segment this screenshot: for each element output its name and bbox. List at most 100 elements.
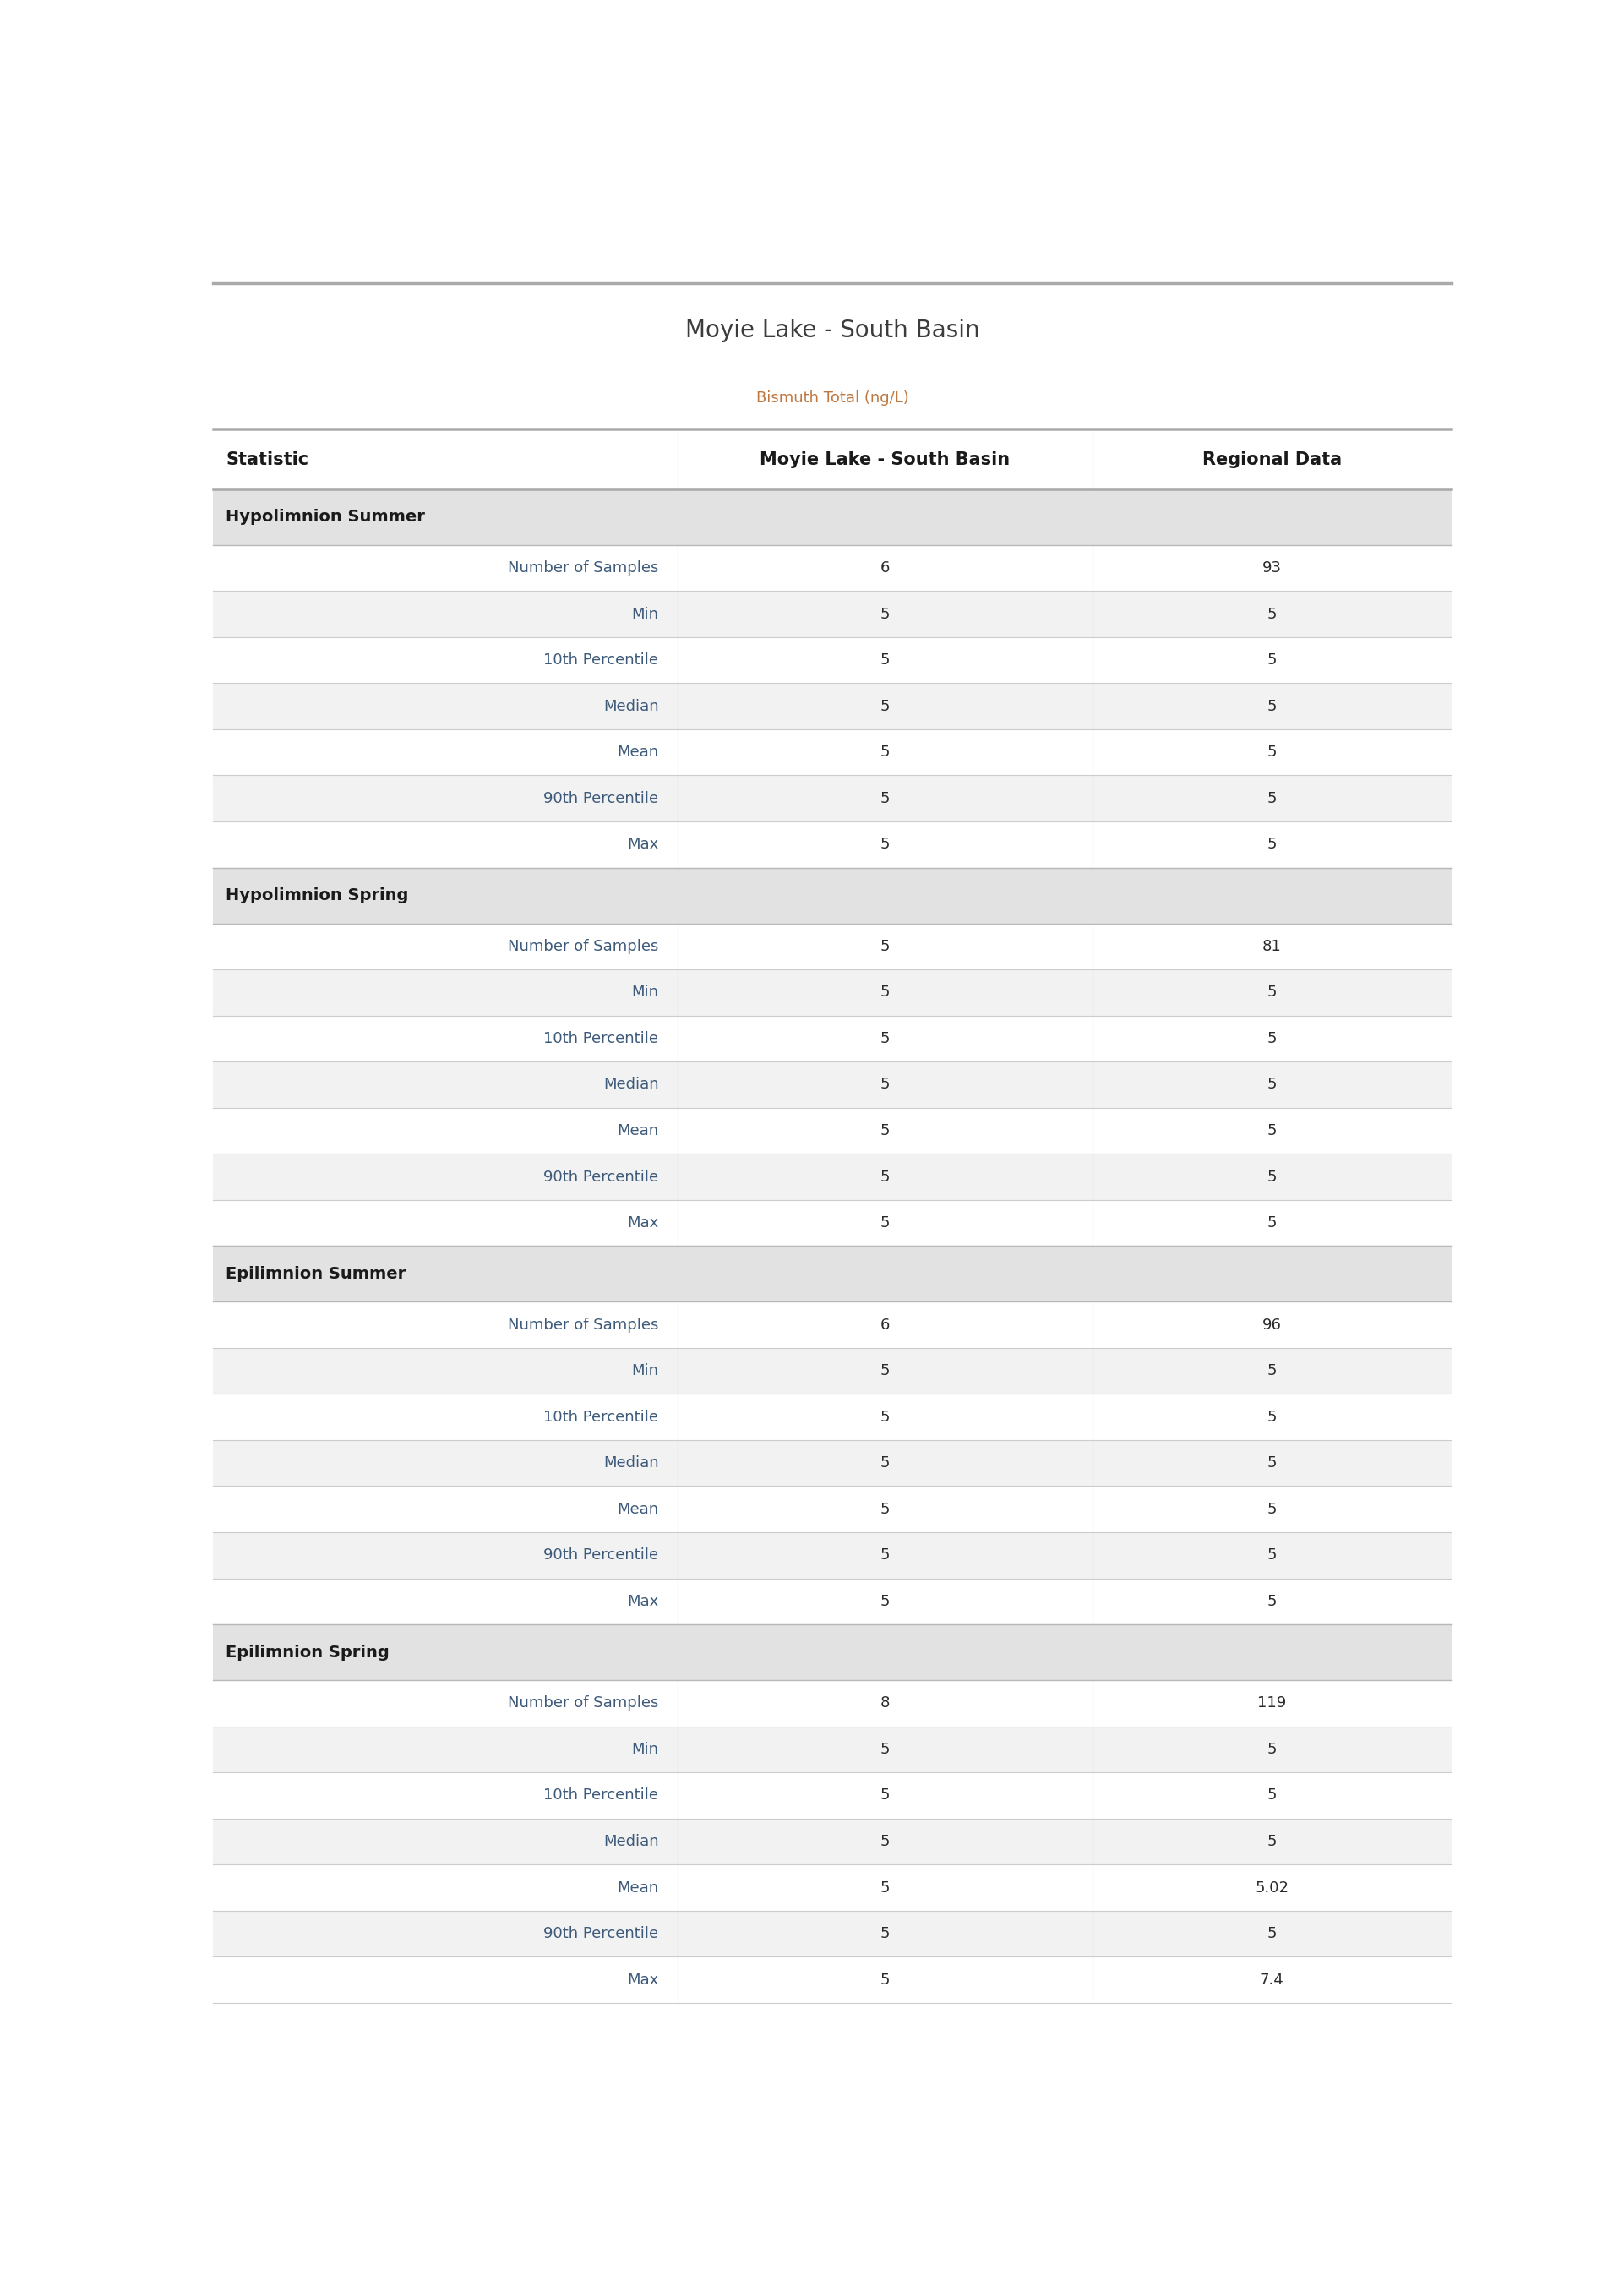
Bar [213,1957,1452,2002]
Text: 5: 5 [1267,1594,1276,1609]
Bar [213,1818,1452,1864]
Text: Regional Data: Regional Data [1202,452,1341,468]
Text: Min: Min [632,606,659,622]
Bar [213,1348,1452,1394]
Bar [213,638,1452,683]
Text: 90th Percentile: 90th Percentile [544,1925,659,1941]
Bar [213,1153,1452,1201]
Text: 10th Percentile: 10th Percentile [544,651,659,667]
Text: 5: 5 [880,1789,890,1802]
Text: 5: 5 [880,606,890,622]
Text: 5: 5 [880,1741,890,1757]
Bar [213,1062,1452,1108]
Text: 5: 5 [880,1169,890,1185]
Text: Moyie Lake - South Basin: Moyie Lake - South Basin [685,318,979,343]
Text: 5: 5 [880,699,890,713]
Text: 5: 5 [880,1880,890,1895]
Bar [213,969,1452,1015]
Text: 5: 5 [880,1973,890,1986]
Bar [213,1301,1452,1348]
Bar [213,1773,1452,1818]
Text: 5: 5 [880,1076,890,1092]
Text: 5: 5 [1267,1214,1276,1230]
Bar [213,1532,1452,1578]
Text: 5: 5 [880,790,890,806]
Text: 90th Percentile: 90th Percentile [544,1548,659,1562]
Text: Median: Median [603,1455,659,1471]
Bar [213,1201,1452,1246]
Text: 5: 5 [1267,790,1276,806]
Text: Max: Max [627,1214,659,1230]
Bar [213,1725,1452,1773]
Text: 5: 5 [1267,1410,1276,1426]
Bar [213,1394,1452,1439]
Bar [213,1246,1452,1301]
Text: 5: 5 [880,838,890,851]
Bar [213,729,1452,776]
Bar [213,1439,1452,1487]
Text: Max: Max [627,1973,659,1986]
Bar [213,1625,1452,1680]
Text: Number of Samples: Number of Samples [508,1317,659,1332]
Text: 5: 5 [1267,699,1276,713]
Text: Mean: Mean [617,1880,659,1895]
Text: Median: Median [603,1076,659,1092]
Text: Max: Max [627,1594,659,1609]
Text: 8: 8 [880,1696,890,1712]
Text: 5: 5 [880,1364,890,1378]
Text: Number of Samples: Number of Samples [508,1696,659,1712]
Text: 90th Percentile: 90th Percentile [544,1169,659,1185]
Text: Max: Max [627,838,659,851]
Text: 10th Percentile: 10th Percentile [544,1031,659,1046]
Bar [213,590,1452,638]
Text: 5: 5 [880,1500,890,1516]
Text: Mean: Mean [617,1500,659,1516]
Text: 5: 5 [1267,1500,1276,1516]
Text: 5: 5 [1267,1364,1276,1378]
Text: Epilimnion Summer: Epilimnion Summer [226,1267,406,1283]
Text: 5: 5 [1267,745,1276,760]
Bar [213,1864,1452,1911]
Text: 5: 5 [1267,1124,1276,1137]
Text: 5: 5 [1267,1076,1276,1092]
Text: Min: Min [632,1741,659,1757]
Text: 5: 5 [880,1214,890,1230]
Text: 93: 93 [1262,561,1281,577]
Text: Moyie Lake - South Basin: Moyie Lake - South Basin [760,452,1010,468]
Bar [213,1680,1452,1725]
Text: 5: 5 [1267,606,1276,622]
Text: 5: 5 [880,1410,890,1426]
Bar [213,683,1452,729]
Text: 10th Percentile: 10th Percentile [544,1410,659,1426]
Text: 5: 5 [880,1548,890,1562]
Text: Hypolimnion Spring: Hypolimnion Spring [226,888,409,903]
Text: 5: 5 [1267,838,1276,851]
Text: 5: 5 [1267,1169,1276,1185]
Text: Mean: Mean [617,1124,659,1137]
Text: 119: 119 [1257,1696,1286,1712]
Text: 5: 5 [1267,1741,1276,1757]
Text: 5: 5 [1267,1455,1276,1471]
Bar [213,1578,1452,1625]
Text: 5: 5 [880,1455,890,1471]
Bar [213,488,1452,545]
Text: 6: 6 [880,561,890,577]
Text: 5: 5 [880,1834,890,1850]
Text: Epilimnion Spring: Epilimnion Spring [226,1643,390,1659]
Text: Number of Samples: Number of Samples [508,561,659,577]
Text: 5: 5 [1267,1834,1276,1850]
Text: Number of Samples: Number of Samples [508,940,659,953]
Text: 5: 5 [1267,651,1276,667]
Text: 96: 96 [1262,1317,1281,1332]
Bar [213,545,1452,590]
Text: 7.4: 7.4 [1260,1973,1285,1986]
Text: 5: 5 [880,1124,890,1137]
Text: 5: 5 [880,1031,890,1046]
Text: Hypolimnion Summer: Hypolimnion Summer [226,508,425,524]
Text: Min: Min [632,1364,659,1378]
Text: 5: 5 [1267,1789,1276,1802]
Text: 5.02: 5.02 [1255,1880,1289,1895]
Text: 5: 5 [880,651,890,667]
Text: 5: 5 [1267,1925,1276,1941]
Bar [213,1108,1452,1153]
